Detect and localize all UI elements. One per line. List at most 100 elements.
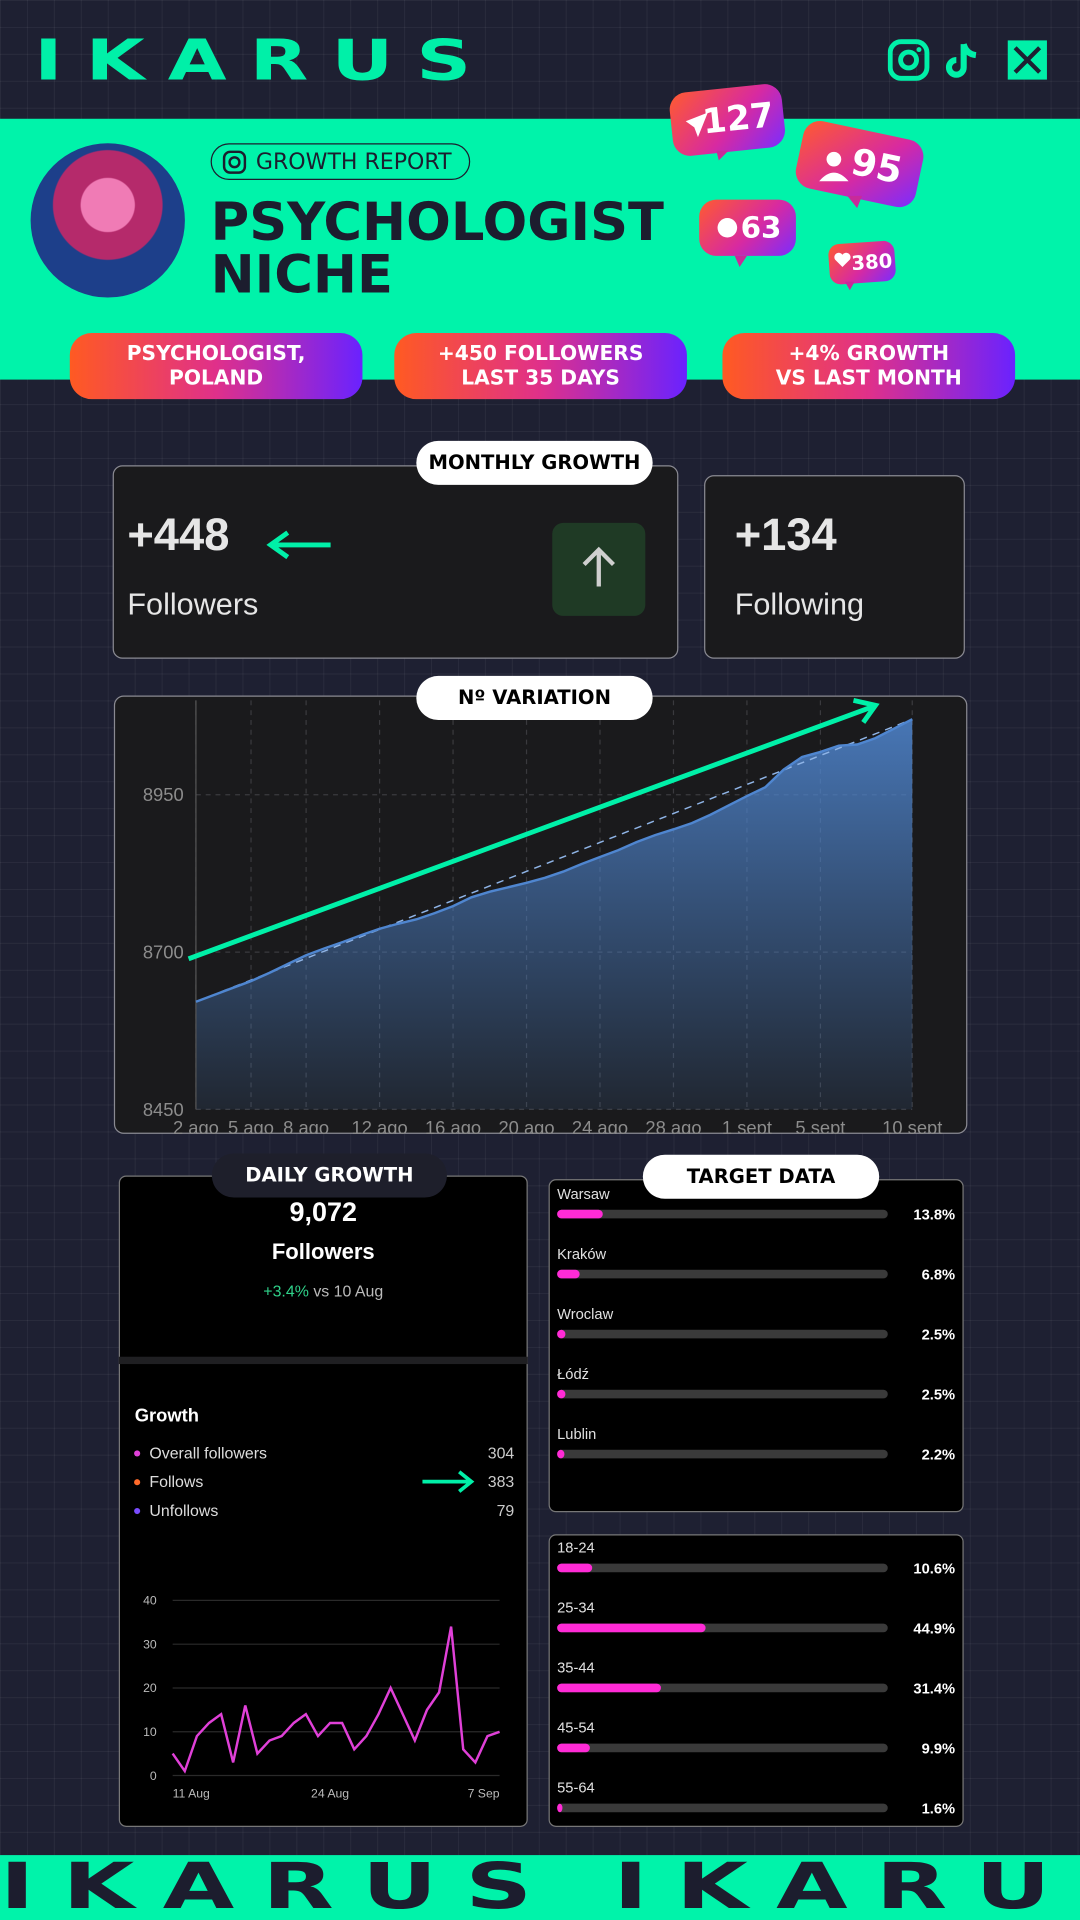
footer-text: IKARUS [0, 1855, 561, 1920]
total-label: Followers [271, 1239, 375, 1264]
x-tick-label: 24 ago [572, 1117, 628, 1134]
x-tick-label: 11 Aug [173, 1787, 210, 1801]
plot: Warsaw 13.8% Kraków 6.8% Wroclaw 2.5% Łódź 2.5%… [557, 1187, 955, 1464]
instagram-icon[interactable] [887, 39, 930, 81]
y-tick-label: 40 [143, 1594, 157, 1608]
x-tick-label: 1 sept [722, 1117, 772, 1134]
x-tick-label: 8 ago [283, 1117, 329, 1134]
logo: IKARUS [34, 26, 495, 94]
x-tick-label: 12 ago [352, 1117, 408, 1134]
value-label: 1.6% [922, 1801, 955, 1817]
bar-track [557, 1329, 888, 1339]
plot: 0 10 20 30 40 11 Aug 24 Aug 7 Sep [143, 1594, 501, 1801]
item-value: 79 [497, 1503, 515, 1520]
data-line [195, 718, 913, 1003]
bar [557, 1329, 566, 1339]
section-label: Nº VARIATION [416, 675, 653, 721]
notification-comments: 63 [699, 199, 796, 256]
value-label: 10.6% [913, 1561, 955, 1577]
value-label: 13.8% [913, 1208, 955, 1224]
value-label: 2.5% [922, 1328, 955, 1344]
bar-track [557, 1803, 888, 1813]
category-label: Łódź [557, 1367, 589, 1383]
bar-track [557, 1743, 888, 1753]
value-label: 44.9% [913, 1621, 955, 1637]
x-tick-label: 5 ago [228, 1117, 274, 1134]
bar-track [557, 1269, 888, 1279]
cities-chart: Warsaw 13.8% Kraków 6.8% Wroclaw 2.5% Łódź 2.5%… [557, 1187, 955, 1464]
change: +3.4% vs 10 Aug [119, 1282, 528, 1300]
x-tick-label: 7 Sep [468, 1787, 500, 1801]
y-tick-label: 0 [150, 1769, 157, 1783]
card-decor [266, 522, 646, 616]
footer-band: IKARUS IKARUS [0, 1855, 1080, 1920]
bar-track [557, 1563, 888, 1573]
badge-text: GROWTH REPORT [255, 149, 452, 176]
y-tick-label: 8700 [143, 942, 184, 963]
category-label: Wroclaw [557, 1307, 613, 1323]
bar-track [557, 1449, 888, 1459]
category-label: Warsaw [557, 1187, 610, 1203]
card-label: Following [734, 587, 865, 623]
value-label: 6.8% [922, 1268, 955, 1284]
section-label: DAILY GROWTH [211, 1153, 447, 1198]
growth-list: Overall followers Follows Unfollows 304 … [134, 1445, 515, 1520]
pill-text: +450 FOLLOWERS [437, 341, 644, 365]
growth-heading: Growth [134, 1405, 199, 1427]
divider [118, 1356, 528, 1365]
bar [557, 1683, 661, 1693]
badge: GROWTH REPORT [210, 143, 471, 181]
section-label: MONTHLY GROWTH [416, 440, 653, 485]
change-value: +3.4% [263, 1282, 309, 1301]
pill-text: POLAND [169, 366, 264, 390]
plot: 8450 8700 8950 2 ago 5 ago 8 ago 12 ago 16 ago 2… [143, 700, 942, 1134]
y-tick-label: 20 [143, 1681, 157, 1695]
card-value: +448 [127, 509, 230, 560]
notification-count: 63 [740, 210, 782, 245]
item-name: Overall followers [149, 1445, 267, 1462]
value-label: 31.4% [913, 1681, 955, 1697]
x-tick-label: 16 ago [425, 1117, 481, 1134]
highlight-pill: +4% GROWTH VS LAST MONTH [722, 333, 1016, 400]
total-followers: 9,072 [289, 1196, 357, 1227]
category-label: 18-24 [557, 1541, 595, 1557]
pill-text: LAST 35 DAYS [461, 366, 620, 390]
x-tick-label: 28 ago [645, 1117, 701, 1134]
bar [557, 1389, 566, 1399]
bar-track [557, 1209, 888, 1219]
y-tick-label: 8450 [143, 1099, 184, 1120]
y-tick-label: 30 [143, 1637, 157, 1651]
card-label: Followers [127, 587, 259, 623]
footer-text: IKARUS [612, 1855, 1080, 1920]
bar [557, 1449, 565, 1459]
bar-track [557, 1389, 888, 1399]
avatar [30, 143, 185, 298]
highlight-pill: PSYCHOLOGIST, POLAND [69, 333, 363, 400]
pill-text: VS LAST MONTH [775, 366, 962, 390]
value-label: 2.2% [922, 1448, 955, 1464]
card-value: +134 [734, 509, 837, 560]
trend-arrow [187, 698, 880, 962]
bubble-icons [685, 112, 863, 291]
highlight-pill: +450 FOLLOWERS LAST 35 DAYS [394, 333, 687, 400]
area-fill [195, 719, 913, 1110]
data-line [171, 1626, 501, 1774]
category-label: 45-54 [557, 1721, 595, 1737]
ages-card [548, 1534, 964, 1827]
category-label: 35-44 [557, 1661, 595, 1677]
value-label: 9.9% [922, 1741, 955, 1757]
ages-chart: 18-24 10.6% 25-34 44.9% 35-44 31.4% 45-54 9.9% 5… [557, 1541, 955, 1817]
x-tick-label: 5 sept [795, 1117, 845, 1134]
item-value: 383 [488, 1474, 515, 1491]
section-label: TARGET DATA [642, 1154, 880, 1199]
bar [557, 1209, 603, 1219]
x-tick-label: 24 Aug [311, 1787, 349, 1801]
tiktok-icon[interactable] [945, 43, 977, 78]
title-line: PSYCHOLOGIST [210, 192, 664, 254]
item-value: 304 [488, 1445, 515, 1462]
bar [557, 1563, 593, 1573]
trend-line [195, 718, 913, 1003]
